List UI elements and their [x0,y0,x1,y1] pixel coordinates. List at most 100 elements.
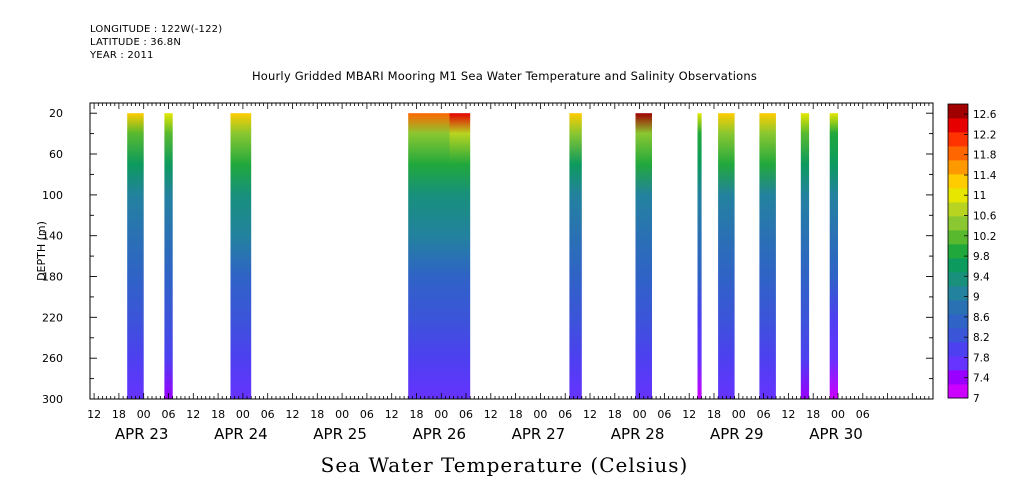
x-tick-label: 18 [806,408,820,421]
colorbar-swatch [948,104,968,119]
colorbar-swatch [948,272,968,287]
data-segment [449,113,471,399]
x-tick-label: 12 [286,408,300,421]
data-segment [759,113,776,399]
x-axis: 12 18 00 06 12 18 00 06 12 18 00 06 12 18 00 06 12 18 00 06… [87,408,870,443]
data-segment [569,113,582,399]
x-tick-label: 00 [335,408,349,421]
colorbar-frame [947,103,969,399]
colorbar-label: 11 [973,190,986,202]
colorbar-label: 10.6 [973,211,997,223]
colorbar-swatch [948,188,968,203]
data-segment [829,113,838,399]
x-tick-label: 18 [410,408,424,421]
x-tick-label: 18 [112,408,126,421]
x-tick-label: 00 [533,408,547,421]
x-tick-label: 06 [757,408,771,421]
colorbar-swatch [948,160,968,175]
x-day-label: APR 29 [710,425,764,443]
data-segment [697,113,702,399]
y-tick-label: 220 [42,311,63,324]
x-tick-label: 06 [360,408,374,421]
x-tick-label: 06 [856,408,870,421]
colorbar-swatch [948,230,968,245]
colorbar-swatch [948,118,968,133]
x-tick-label: 06 [558,408,572,421]
x-day-label: APR 27 [512,425,566,443]
x-tick-label: 12 [583,408,597,421]
data-segment [635,113,652,399]
x-tick-label: 00 [732,408,746,421]
colorbar-swatch [948,370,968,385]
x-tick-label: 18 [509,408,523,421]
x-day-label: APR 23 [115,425,169,443]
data-segment [408,113,450,399]
colorbar-swatch [948,356,968,371]
x-tick-label: 12 [87,408,101,421]
colorbar-label: 7.8 [973,352,990,364]
y-tick-label: 140 [42,230,63,243]
x-tick-label: 06 [459,408,473,421]
y-tick-label: 20 [49,107,63,120]
colorbar: 12.6 12.2 11.8 11.4 11 10.6 10.2 9.8 9.4 9 8.6 8.2 7… [947,103,997,405]
colorbar-label: 11.8 [973,150,996,162]
x-tick-label: 12 [781,408,795,421]
x-tick-label: 12 [682,408,696,421]
x-day-label: APR 25 [313,425,367,443]
latitude-label: LATITUDE : 36.8N [90,37,182,48]
data-segments [127,113,838,399]
x-tick-label: 00 [831,408,845,421]
year-label: YEAR : 2011 [90,50,154,61]
y-tick-label: 300 [42,393,63,406]
colorbar-swatch [948,132,968,147]
x-tick-label: 00 [633,408,647,421]
y-axis-label: DEPTH (m) [35,221,48,281]
x-tick-label: 00 [137,408,151,421]
colorbar-label: 8.6 [973,312,990,324]
x-tick-label: 18 [310,408,324,421]
variable-title: Sea Water Temperature (Celsius) [320,453,689,477]
x-tick-label: 18 [211,408,225,421]
y-tick-label: 260 [42,352,63,365]
data-segment [718,113,735,399]
colorbar-swatch [948,174,968,189]
data-segment [127,113,144,399]
x-tick-label: 00 [434,408,448,421]
colorbar-label: 11.4 [973,170,997,182]
colorbar-label: 7.4 [973,373,990,385]
y-axis: 20 60 100 140 180 220 260 300 [42,107,933,406]
x-tick-label: 12 [484,408,498,421]
colorbar-label: 8.2 [973,332,990,344]
y-tick-label: 60 [49,148,63,161]
colorbar-label: 9 [973,292,980,304]
x-day-label: APR 26 [413,425,467,443]
colorbar-swatch [948,146,968,161]
y-tick-label: 180 [42,271,63,284]
x-day-label: APR 24 [214,425,268,443]
x-tick-label: 12 [385,408,399,421]
data-segment [230,113,252,399]
colorbar-swatch [948,286,968,301]
x-tick-label: 12 [186,408,200,421]
y-tick-label: 100 [42,189,63,202]
colorbar-label: 9.4 [973,271,990,283]
colorbar-swatch [948,258,968,273]
x-tick-label: 06 [657,408,671,421]
colorbar-label: 10.2 [973,231,996,243]
colorbar-label: 7 [973,393,980,405]
x-tick-label: 00 [236,408,250,421]
x-tick-label: 18 [707,408,721,421]
minor-ticks [89,103,934,399]
x-day-label: APR 30 [809,425,863,443]
colorbar-label: 12.2 [973,129,996,141]
x-tick-label: 06 [162,408,176,421]
colorbar-label: 12.6 [973,109,997,121]
data-segment [800,113,810,399]
chart-title: Hourly Gridded MBARI Mooring M1 Sea Wate… [251,69,758,83]
x-tick-label: 06 [261,408,275,421]
colorbar-swatch [948,216,968,231]
colorbar-swatch [948,202,968,217]
longitude-label: LONGITUDE : 122W(-122) [90,24,223,35]
colorbar-swatch [948,342,968,357]
